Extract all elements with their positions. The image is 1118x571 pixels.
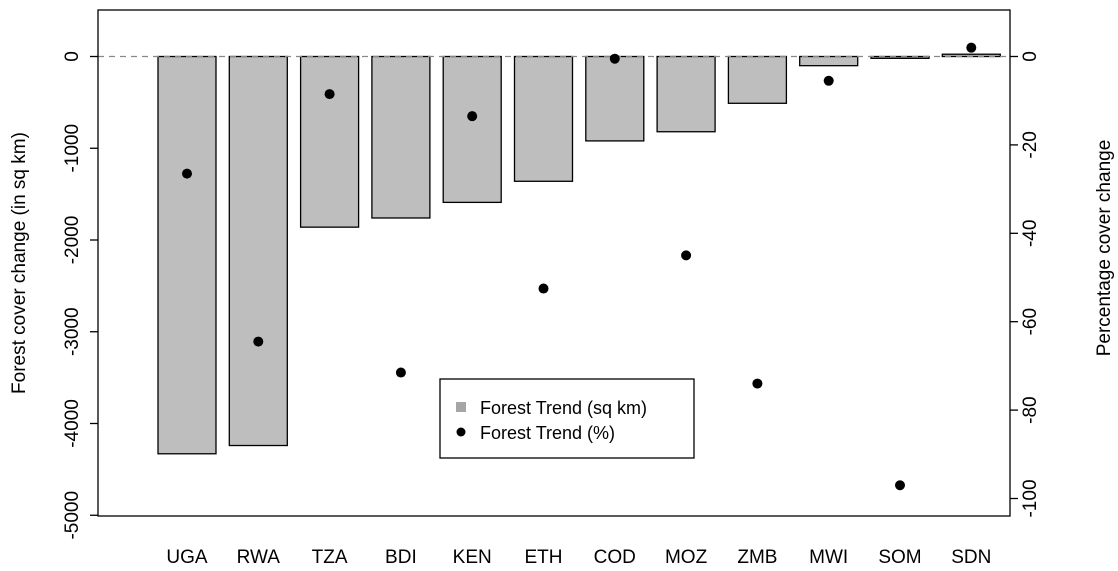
point-uga (182, 168, 192, 179)
bar-rwa (228, 55, 288, 447)
point-zmb (752, 378, 763, 389)
bars-layer (157, 53, 1001, 455)
x-tick-label: COD (594, 547, 636, 568)
left-tick-label: -4000 (62, 399, 83, 448)
point-bdi (395, 367, 406, 378)
x-tick-label: TZA (312, 547, 348, 568)
right-tick-label: 0 (1020, 51, 1041, 62)
x-tick-label: KEN (453, 547, 492, 568)
point-sdn (966, 42, 977, 53)
point-cod (609, 53, 620, 64)
legend-label-points: Forest Trend (%) (480, 423, 615, 443)
x-axis-labels: UGA RWA TZA BDI KEN ETH COD MOZ ZMB MWI SOM SDN (166, 547, 991, 568)
point-mwi (823, 75, 834, 86)
left-tick-label: -2000 (62, 216, 83, 265)
point-tza (324, 89, 335, 100)
right-tick-label: -80 (1020, 396, 1041, 423)
left-tick-label: -3000 (62, 307, 83, 356)
plot-frame (97, 9, 1011, 517)
bar-moz (656, 55, 716, 133)
right-tick-label: -40 (1020, 220, 1041, 247)
x-tick-label: ETH (525, 547, 563, 568)
point-eth (538, 283, 549, 294)
points-layer (182, 42, 977, 491)
point-som (895, 480, 905, 491)
left-tick-label: 0 (62, 51, 83, 62)
left-tick-label: -5000 (62, 491, 83, 540)
bar-mwi (799, 55, 859, 67)
right-tick-label: -60 (1020, 308, 1041, 335)
x-tick-label: ZMB (737, 547, 777, 568)
right-axis: 0 -20 -40 -60 -80 -100 (1010, 51, 1041, 518)
x-tick-label: SDN (951, 547, 991, 568)
bar-uga (157, 55, 217, 455)
point-ken (467, 111, 478, 122)
x-tick-label: MWI (809, 547, 848, 568)
y-axis-title-left: Forest cover change (in sq km) (9, 132, 30, 394)
legend-label-bars: Forest Trend (sq km) (480, 398, 647, 418)
legend-box (439, 378, 695, 459)
x-tick-label: BDI (385, 547, 417, 568)
y-axis-title-right: Percentage cover change (1094, 140, 1115, 357)
x-tick-label: UGA (166, 547, 208, 568)
x-tick-label: RWA (237, 547, 281, 568)
left-axis: 0 -1000 -2000 -3000 -4000 -5000 (62, 51, 98, 540)
bar-bdi (371, 55, 431, 219)
x-tick-label: MOZ (665, 547, 708, 568)
bar-tza (299, 55, 360, 228)
bar-ken (442, 55, 502, 204)
bar-eth (513, 55, 574, 182)
point-rwa (253, 336, 264, 347)
legend: Forest Trend (sq km) Forest Trend (%) (439, 378, 695, 459)
legend-point-swatch (456, 427, 466, 437)
legend-bar-swatch (456, 402, 466, 412)
x-tick-label: SOM (878, 547, 921, 568)
bar-zmb (727, 55, 788, 104)
point-moz (681, 250, 692, 261)
bar-cod (585, 55, 645, 142)
right-tick-label: -20 (1020, 131, 1041, 158)
right-tick-label: -100 (1020, 479, 1041, 517)
left-tick-label: -1000 (62, 124, 83, 173)
bar-som (870, 55, 930, 59)
